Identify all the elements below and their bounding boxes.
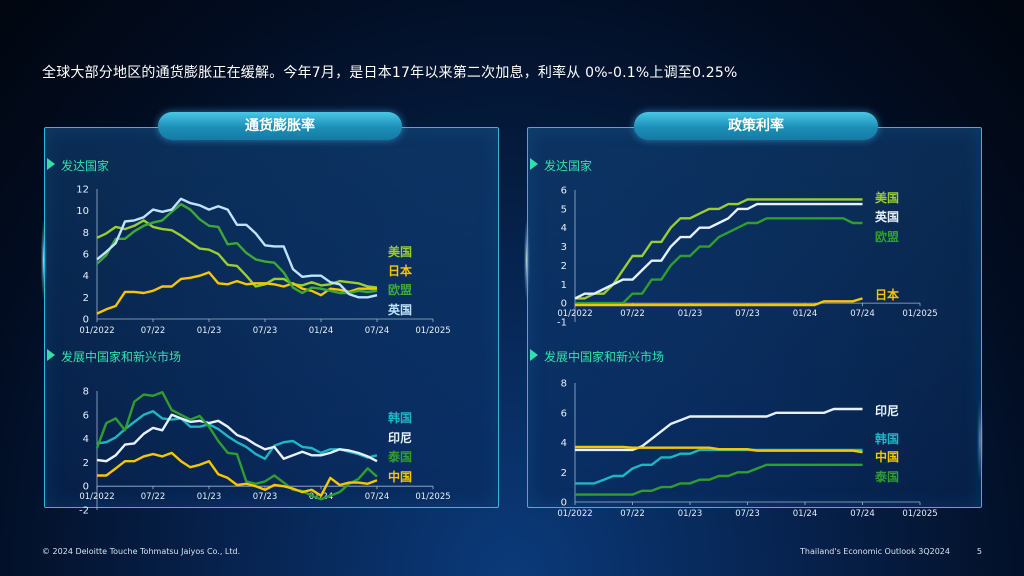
inflation_emerging-y-tick-label: 2: [83, 458, 89, 469]
inflation_emerging-y-tick-label: 8: [83, 387, 89, 398]
policy_developed-series-line-4: [575, 297, 863, 307]
inflation_developed-series-line-2: [96, 271, 377, 315]
inflation_emerging-series-line-4: [97, 451, 378, 497]
inflation_developed-x-tick-label: 07/24: [365, 326, 390, 336]
policy_emerging-legend-label: 泰国: [874, 469, 899, 484]
inflation-panel-title: 通货膨胀率: [158, 112, 402, 140]
policy-rate-panel-title: 政策利率: [634, 112, 878, 140]
inflation_developed-legend-label: 美国: [388, 244, 412, 259]
policy_developed-x-tick-label: 01/23: [678, 309, 703, 319]
policy_emerging-y-tick-label: 2: [561, 468, 567, 479]
inflation_emerging-x-tick-label: 07/24: [365, 492, 390, 502]
policy_developed-series-line-3: [575, 217, 863, 305]
policy_emerging-x-tick-label: 07/23: [735, 509, 760, 519]
policy_emerging-x-tick-label: 01/24: [793, 509, 818, 519]
inflation_emerging-x-tick-label: 01/24: [309, 492, 334, 502]
inflation_emerging-y-tick-label: 4: [83, 434, 89, 445]
inflation-panel: [44, 127, 499, 508]
policy_developed-legend-label: 英国: [875, 209, 899, 224]
inflation_emerging-y-tick-label: -2: [79, 506, 89, 517]
copyright: © 2024 Deloitte Touche Tohmatsu Jaiyos C…: [42, 547, 241, 556]
policy_developed-y-tick-label: 3: [561, 242, 567, 253]
policy_emerging-x-tick-label: 07/24: [850, 509, 875, 519]
inflation_emerging-x-tick-label: 07/23: [253, 492, 278, 502]
inflation_developed-y-tick-label: 10: [76, 206, 89, 217]
policy_developed-y-tick-label: 4: [561, 223, 567, 234]
policy_emerging-x-tick-label: 01/2022: [557, 509, 592, 519]
policy_developed-series-line-2: [574, 202, 863, 300]
inflation_developed-y-tick-label: 2: [83, 293, 89, 304]
inflation_developed-x-tick-label: 07/23: [253, 326, 278, 336]
policy_developed-x-tick-label: 07/24: [850, 309, 875, 319]
inflation_emerging-y-tick-label: 6: [83, 410, 89, 421]
policy_developed-y-tick-label: 6: [561, 186, 567, 197]
policy_emerging-x-tick-label: 01/2025: [902, 509, 937, 519]
policy_developed-x-tick-label: 01/2022: [557, 309, 592, 319]
policy_emerging-x-tick-label: 07/22: [620, 509, 645, 519]
policy_emerging-series-line-3: [575, 445, 863, 454]
inflation_emerging-legend-label: 泰国: [387, 449, 412, 464]
policy_emerging-series-line-4: [575, 463, 863, 496]
section-developed-left: 发达国家: [47, 157, 109, 174]
policy_developed-y-tick-label: -1: [557, 318, 567, 329]
policy_developed-legend-label: 欧盟: [875, 229, 899, 244]
policy-rate-panel: [527, 127, 982, 508]
inflation_emerging-series-line-1: [96, 410, 378, 460]
inflation_developed-y-tick-label: 4: [83, 271, 89, 282]
inflation_developed-y-tick-label: 6: [83, 250, 89, 261]
inflation_developed-series-line-3: [96, 202, 378, 295]
inflation_emerging-x-tick-label: 01/2022: [79, 492, 114, 502]
inflation_emerging-x-tick-label: 01/23: [197, 492, 222, 502]
inflation_developed-legend-label: 欧盟: [388, 282, 412, 297]
policy_developed-y-tick-label: 5: [561, 204, 567, 215]
policy_emerging-series-line-2: [575, 448, 863, 485]
section-emerging-left: 发展中国家和新兴市场: [47, 348, 181, 365]
policy_developed-x-tick-label: 07/23: [735, 309, 760, 319]
inflation_developed-y-tick-label: 0: [83, 315, 89, 326]
inflation_developed-x-tick-label: 01/23: [197, 326, 222, 336]
policy_developed-series-line-1: [575, 198, 863, 300]
inflation_emerging-legend-label: 中国: [388, 469, 412, 484]
policy_emerging-y-tick-label: 0: [561, 498, 567, 509]
policy_developed-y-tick-label: 0: [561, 299, 567, 310]
inflation_emerging-x-tick-label: 01/2025: [415, 492, 450, 502]
policy_developed-legend-label: 美国: [875, 190, 899, 205]
inflation_emerging-series-line-3: [95, 391, 378, 501]
inflation_developed-x-tick-label: 01/24: [309, 326, 334, 336]
policy_developed-y-tick-label: 2: [561, 261, 567, 272]
headline: 全球大部分地区的通货膨胀正在缓解。今年7月，是日本17年以来第二次加息，利率从 …: [42, 65, 738, 81]
policy_developed-x-tick-label: 01/2025: [902, 309, 937, 319]
policy_emerging-legend-label: 印尼: [875, 404, 899, 418]
policy_emerging-y-tick-label: 6: [561, 408, 567, 419]
section-emerging-right: 发展中国家和新兴市场: [530, 348, 664, 365]
policy_developed-legend-label: 日本: [875, 287, 899, 302]
policy_emerging-y-tick-label: 8: [561, 379, 567, 390]
inflation_developed-series-line-4: [96, 197, 378, 299]
policy_developed-x-tick-label: 07/22: [620, 309, 645, 319]
policy_emerging-legend-label: 韩国: [875, 431, 899, 446]
inflation_emerging-series-line-2: [96, 413, 378, 463]
inflation_developed-y-tick-label: 12: [76, 185, 89, 196]
policy_emerging-legend-label: 中国: [875, 449, 899, 464]
policy_emerging-series-line-1: [575, 407, 863, 452]
inflation_developed-x-tick-label: 07/22: [141, 326, 166, 336]
policy_developed-x-tick-label: 01/24: [793, 309, 818, 319]
inflation_developed-legend-label: 日本: [388, 263, 412, 278]
inflation_developed-legend-label: 英国: [388, 302, 412, 317]
inflation_emerging-x-tick-label: 07/22: [141, 492, 166, 502]
inflation_developed-y-tick-label: 8: [83, 228, 89, 239]
policy_emerging-y-tick-label: 4: [561, 438, 567, 449]
inflation_emerging-legend-label: 印尼: [388, 431, 412, 445]
inflation_emerging-y-tick-label: 0: [83, 482, 89, 493]
section-developed-right: 发达国家: [530, 157, 592, 174]
inflation_developed-x-tick-label: 01/2022: [79, 326, 114, 336]
inflation_developed-series-line-1: [96, 219, 378, 289]
policy_developed-y-tick-label: 1: [561, 280, 567, 291]
inflation_developed-x-tick-label: 01/2025: [415, 326, 450, 336]
report-title: Thailand's Economic Outlook 3Q2024: [800, 547, 950, 556]
page-number: 5: [976, 547, 982, 556]
inflation_emerging-legend-label: 韩国: [388, 410, 412, 425]
policy_emerging-x-tick-label: 01/23: [678, 509, 703, 519]
